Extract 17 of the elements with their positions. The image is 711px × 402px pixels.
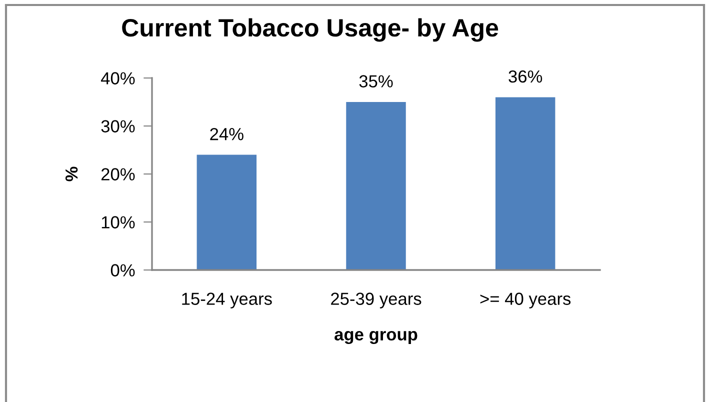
y-tick-label: 40% (100, 72, 135, 84)
data-label: 24% (210, 128, 244, 140)
bar (346, 102, 406, 270)
bar (196, 154, 257, 270)
y-axis-title: % (65, 166, 78, 182)
x-tick-label: 25-39 years (331, 292, 422, 308)
y-tick-label: 30% (101, 120, 135, 132)
x-tick-label: 15-24 years (182, 292, 272, 308)
x-tick-label: >= 40 years (480, 292, 571, 308)
data-label: 35% (359, 75, 393, 88)
x-axis-title: age group (334, 330, 418, 344)
y-tick-label: 20% (101, 168, 135, 180)
bar (495, 97, 556, 270)
chart-title: Current Tobacco Usage- by Age (122, 18, 498, 42)
data-label: 36% (508, 70, 542, 83)
y-tick-label: 0% (110, 264, 135, 276)
y-tick-label: 10% (102, 216, 135, 228)
